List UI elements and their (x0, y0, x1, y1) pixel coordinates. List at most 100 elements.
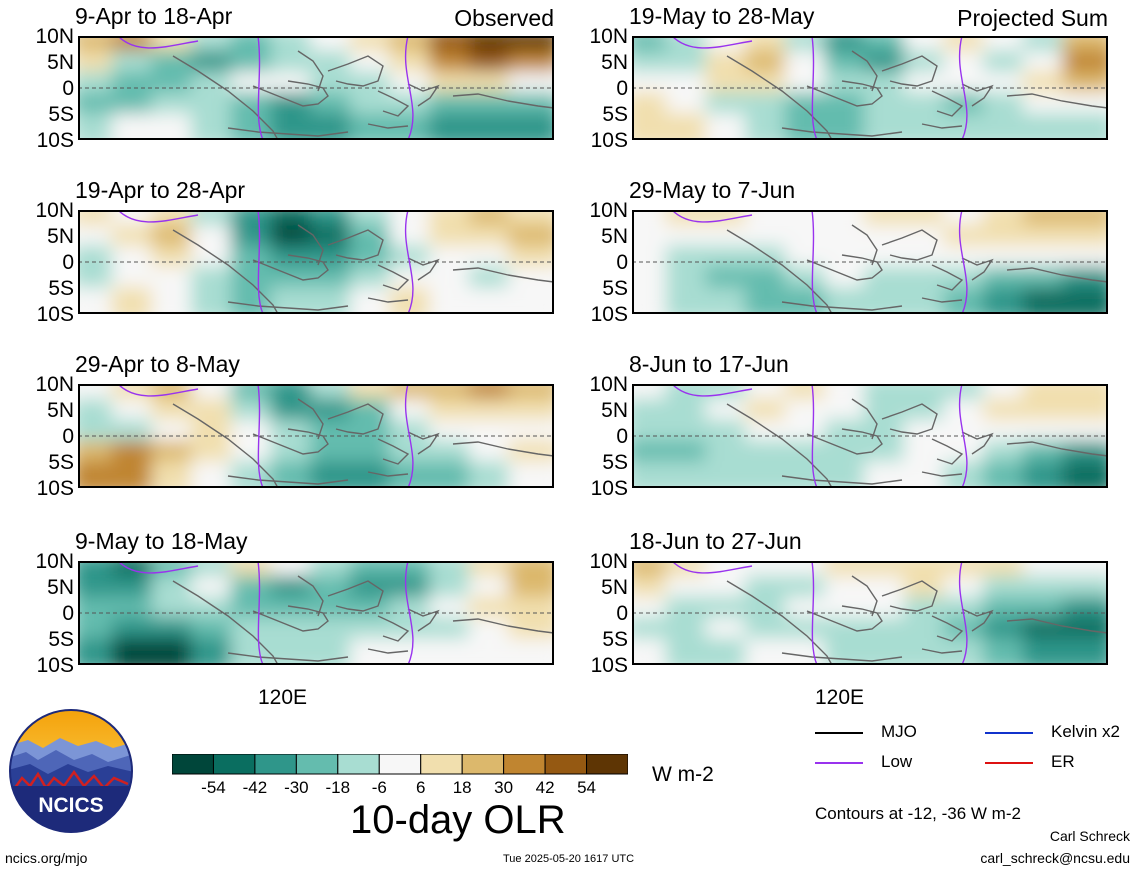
legend-swatch (815, 762, 863, 764)
coastline (452, 267, 554, 283)
chart-title: 10-day OLR (350, 798, 566, 842)
y-tick-label: 0 (62, 425, 74, 448)
low-contour (671, 561, 968, 665)
panel-period-title: 29-Apr to 8-May (75, 351, 240, 377)
colorbar-swatch (503, 754, 546, 775)
coastline (367, 297, 409, 303)
y-tick-label: 5N (47, 576, 74, 599)
footer-url[interactable]: ncics.org/mjo (5, 850, 88, 866)
panel-border (632, 384, 1108, 488)
coastline (367, 123, 409, 129)
colorbar-swatch (544, 754, 588, 775)
y-tick-label: 5N (601, 225, 628, 248)
y-tick-label: 10S (36, 129, 74, 152)
y-tick-label: 0 (62, 77, 74, 100)
coastline (806, 80, 883, 107)
y-tick-label: 5S (602, 628, 628, 651)
y-tick-label: 10S (590, 477, 628, 500)
olr-cell (508, 113, 554, 140)
panel-period-title: 9-May to 18-May (75, 528, 248, 554)
olr-map-panel (632, 36, 1108, 140)
low-contour (671, 384, 968, 488)
coastline (806, 428, 883, 455)
olr-cell (508, 461, 554, 488)
panel-border (632, 210, 1108, 314)
y-tick-label: 10S (36, 303, 74, 326)
coastline (781, 127, 903, 137)
y-tick-label: 5S (48, 628, 74, 651)
panel-border (78, 384, 554, 488)
panel-period-title: 8-Jun to 17-Jun (629, 351, 789, 377)
colorbar-tick-label: 18 (452, 778, 472, 797)
legend-swatch (985, 762, 1033, 764)
y-tick-label: 10S (36, 654, 74, 677)
coastline (1006, 618, 1108, 634)
coastline (407, 608, 440, 632)
y-tick-label: 0 (616, 251, 628, 274)
olr-cell (508, 287, 554, 314)
coastline (806, 605, 883, 632)
y-tick-label: 10N (589, 199, 628, 222)
colorbar-tick-label: -42 (242, 778, 268, 797)
low-contour (117, 210, 414, 314)
y-tick-label: 5N (47, 399, 74, 422)
colorbar-tick-label: 6 (415, 778, 426, 797)
coastline (227, 301, 349, 311)
panel-period-title: 19-Apr to 28-Apr (75, 177, 246, 203)
coastline (377, 264, 410, 291)
y-tick-label: 0 (616, 77, 628, 100)
panel-period-title: 29-May to 7-Jun (629, 177, 796, 203)
y-tick-label: 10S (590, 303, 628, 326)
colorbar (172, 754, 628, 775)
colorbar-swatch (295, 754, 339, 775)
coastline (881, 580, 938, 612)
y-tick-label: 10N (35, 199, 74, 222)
colorbar-tick-label: -6 (371, 778, 387, 797)
coastline (851, 575, 878, 617)
olr-cell (508, 638, 554, 665)
panel-period-title: 18-Jun to 27-Jun (629, 528, 802, 554)
author-email[interactable]: carl_schreck@ncsu.edu (980, 850, 1130, 866)
low-contour (671, 210, 968, 314)
coastline (377, 615, 410, 642)
coastline (921, 471, 963, 477)
coastline (921, 648, 963, 654)
colorbar-swatch (172, 754, 214, 775)
y-tick-label: 5N (601, 399, 628, 422)
y-tick-label: 5N (601, 576, 628, 599)
coastline (452, 618, 554, 634)
coastline (407, 257, 440, 281)
ncics-logo: NCICS (9, 709, 133, 833)
panel-border (632, 561, 1108, 665)
y-tick-label: 10S (590, 654, 628, 677)
coastline (327, 229, 384, 261)
y-tick-label: 10S (590, 129, 628, 152)
coastline (1006, 267, 1108, 283)
y-tick-label: 0 (62, 602, 74, 625)
y-tick-label: 5S (48, 103, 74, 126)
legend-label: ER (1051, 752, 1075, 771)
coastline (931, 90, 964, 117)
coastline (377, 438, 410, 465)
y-tick-label: 5N (47, 225, 74, 248)
y-tick-label: 0 (616, 425, 628, 448)
coastline (961, 608, 994, 632)
panel-border (78, 561, 554, 665)
coastline (931, 438, 964, 465)
coastline (1006, 93, 1108, 109)
colorbar-tick-label: 54 (577, 778, 596, 797)
panel-border (78, 210, 554, 314)
coastline (227, 127, 349, 137)
coastline (851, 398, 878, 440)
legend-label: Kelvin x2 (1051, 722, 1120, 741)
colorbar-swatch (461, 754, 505, 775)
panel-type-label: Projected Sum (957, 5, 1108, 31)
colorbar-swatch (254, 754, 297, 775)
x-tick-label-right: 120E (815, 686, 865, 709)
coastline (851, 50, 878, 92)
coastline (327, 580, 384, 612)
coastline (227, 652, 349, 662)
coastline (961, 431, 994, 455)
coastline (881, 229, 938, 261)
legend-label: MJO (881, 722, 917, 741)
